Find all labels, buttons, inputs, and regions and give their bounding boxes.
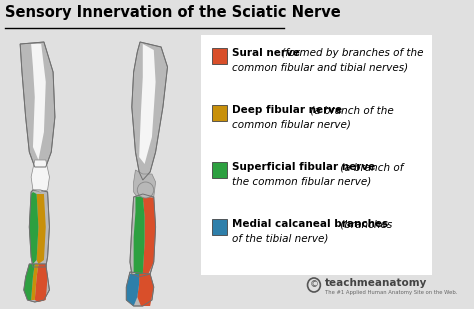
Text: the common fibular nerve): the common fibular nerve) xyxy=(232,176,372,186)
Text: Sural nerve: Sural nerve xyxy=(232,48,301,58)
Polygon shape xyxy=(143,196,155,274)
Polygon shape xyxy=(31,264,38,300)
FancyBboxPatch shape xyxy=(212,48,227,64)
Text: (branches: (branches xyxy=(337,219,392,229)
Text: common fibular and tibial nerves): common fibular and tibial nerves) xyxy=(232,62,409,72)
Text: Sensory Innervation of the Sciatic Nerve: Sensory Innervation of the Sciatic Nerve xyxy=(6,5,341,20)
Text: The #1 Applied Human Anatomy Site on the Web.: The #1 Applied Human Anatomy Site on the… xyxy=(325,290,457,295)
Polygon shape xyxy=(137,274,154,306)
Polygon shape xyxy=(20,42,55,167)
Text: Superficial fibular nerve: Superficial fibular nerve xyxy=(232,162,376,172)
Polygon shape xyxy=(134,196,145,277)
Polygon shape xyxy=(36,194,46,264)
Polygon shape xyxy=(31,44,46,160)
Text: of the tibial nerve): of the tibial nerve) xyxy=(232,233,329,243)
Text: (a branch of the: (a branch of the xyxy=(308,105,394,115)
Polygon shape xyxy=(24,264,49,302)
Text: Deep fibular nerve: Deep fibular nerve xyxy=(232,105,343,115)
Polygon shape xyxy=(31,160,49,192)
Polygon shape xyxy=(29,192,38,264)
Polygon shape xyxy=(134,170,155,202)
Polygon shape xyxy=(132,42,167,180)
Polygon shape xyxy=(24,264,35,300)
FancyBboxPatch shape xyxy=(212,219,227,235)
Polygon shape xyxy=(29,190,49,267)
FancyBboxPatch shape xyxy=(212,162,227,178)
Polygon shape xyxy=(35,264,47,302)
Text: (formed by branches of the: (formed by branches of the xyxy=(278,48,424,58)
FancyBboxPatch shape xyxy=(212,105,227,121)
Polygon shape xyxy=(126,274,139,306)
Text: common fibular nerve): common fibular nerve) xyxy=(232,119,351,129)
FancyBboxPatch shape xyxy=(201,35,432,275)
Polygon shape xyxy=(139,44,155,164)
Ellipse shape xyxy=(137,182,154,198)
Text: teachmeanatomy: teachmeanatomy xyxy=(325,278,427,288)
Polygon shape xyxy=(126,272,154,306)
Text: Medial calcaneal branches: Medial calcaneal branches xyxy=(232,219,389,229)
Text: ©: © xyxy=(310,281,319,290)
Polygon shape xyxy=(130,194,155,277)
Text: (a branch of: (a branch of xyxy=(337,162,403,172)
